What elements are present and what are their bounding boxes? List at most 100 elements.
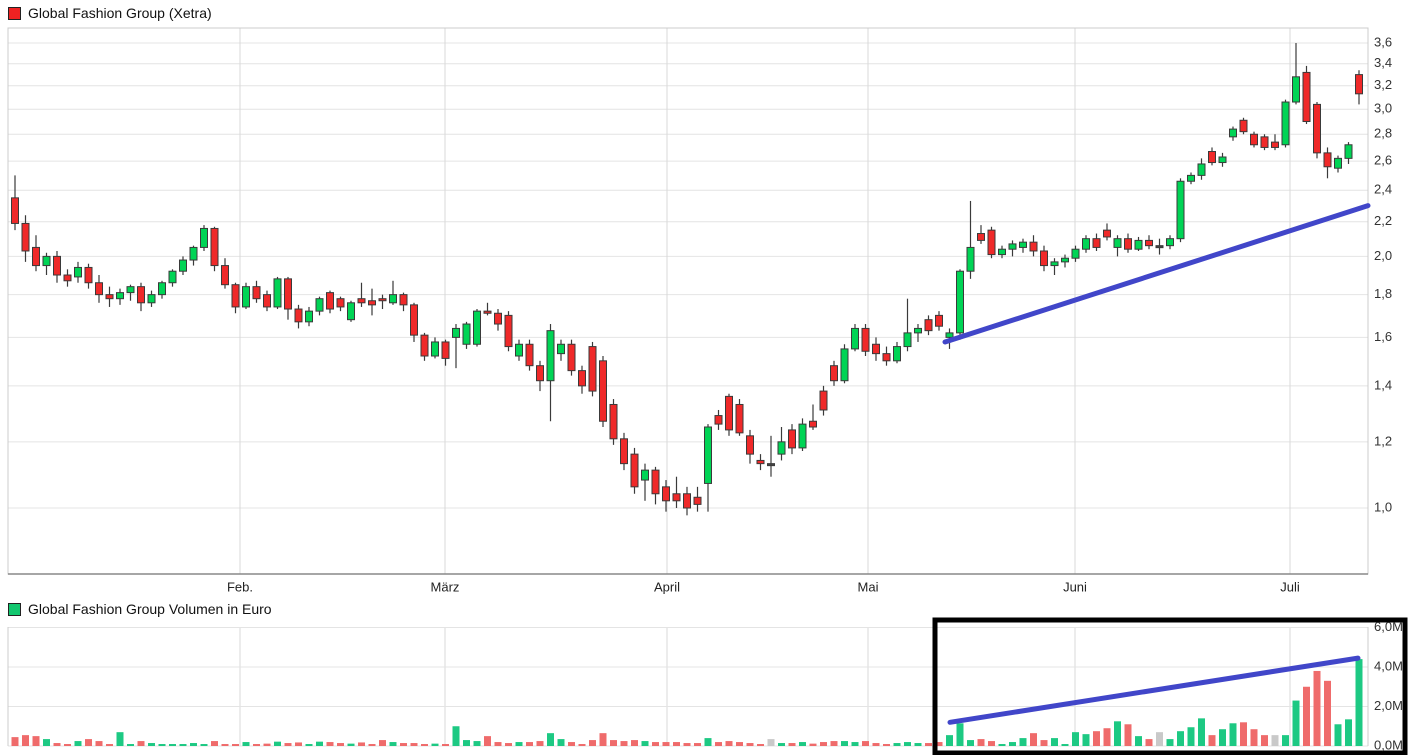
month-label: Juni: [1063, 579, 1087, 594]
volume-bar: [557, 739, 565, 746]
candle-body: [1187, 174, 1195, 182]
candle-body: [1197, 163, 1206, 176]
candle-body: [368, 300, 376, 306]
volume-bar: [43, 739, 50, 746]
price-tick-label: 2,2: [1374, 213, 1392, 228]
volume-bar: [631, 740, 638, 746]
candle-body: [410, 304, 418, 336]
volume-bar: [200, 744, 208, 746]
volume-bar: [715, 742, 722, 746]
candle-body: [252, 286, 261, 300]
volume-bar: [85, 739, 92, 746]
volume-bar: [1271, 735, 1279, 746]
volume-bar: [946, 735, 953, 746]
candle-body: [315, 298, 324, 312]
volume-tick-label: 0,0M: [1374, 737, 1403, 752]
candle-body: [620, 438, 628, 465]
volume-bar: [967, 740, 974, 746]
candle-body: [746, 435, 754, 455]
volume-trendline: [947, 655, 1361, 725]
candle-body: [1292, 76, 1300, 103]
candle-body: [819, 390, 828, 411]
candle-body: [494, 312, 502, 325]
volume-bar: [883, 744, 890, 746]
volume-bar: [736, 742, 743, 746]
volume-bar: [799, 742, 806, 746]
volume-bar: [326, 742, 334, 746]
volume-bar: [473, 741, 481, 746]
volume-bar: [1334, 724, 1342, 746]
candle-body: [956, 270, 964, 334]
volume-bar: [694, 743, 701, 746]
volume-bar: [337, 743, 344, 746]
volume-bar: [1324, 680, 1331, 746]
volume-bar: [526, 742, 533, 746]
candle-body: [945, 332, 954, 338]
volume-bar: [274, 741, 281, 746]
candle-body: [84, 266, 93, 284]
candle-body: [1166, 238, 1174, 247]
volume-bar: [305, 744, 313, 746]
candle-body: [273, 278, 282, 308]
volume-bar: [116, 732, 124, 746]
candle-body: [1134, 239, 1143, 250]
candle-body: [441, 341, 450, 359]
volume-bar: [400, 743, 407, 746]
month-label: Feb.: [227, 579, 253, 594]
price-tick-label: 2,6: [1374, 153, 1392, 168]
volume-bar: [53, 743, 61, 746]
volume-bar: [830, 741, 838, 746]
candle-body: [452, 327, 460, 338]
candle-body: [336, 298, 345, 308]
volume-bar: [767, 739, 775, 746]
volume-bar: [998, 744, 1006, 746]
volume-bar: [1177, 731, 1184, 746]
volume-bar: [673, 742, 680, 746]
volume-tick-label: 6,0M: [1374, 619, 1403, 634]
volume-bars: [11, 659, 1363, 746]
volume-bar: [704, 738, 712, 746]
volume-tick-label: 2,0M: [1374, 698, 1403, 713]
candle-body: [1260, 136, 1269, 148]
month-label: Mai: [858, 579, 879, 594]
volume-bar: [778, 743, 785, 746]
candle-body: [693, 496, 702, 505]
candle-body: [557, 343, 565, 355]
volume-bar: [1114, 721, 1121, 746]
candle-body: [189, 246, 198, 261]
candle-body: [389, 294, 397, 304]
candle-body: [1071, 248, 1080, 259]
candle-body: [546, 330, 555, 382]
candle-body: [830, 365, 838, 382]
candle-body: [357, 298, 366, 304]
candle-body: [1103, 229, 1111, 238]
candle-body: [200, 227, 208, 248]
candle-body: [462, 323, 471, 345]
volume-bar: [1019, 738, 1027, 746]
volume-bar: [683, 743, 691, 746]
candle-body: [179, 259, 187, 272]
volume-bar: [295, 742, 302, 746]
candle-body: [840, 348, 849, 382]
candle-body: [1082, 238, 1090, 250]
volume-bar: [1292, 700, 1300, 746]
candle-body: [914, 327, 922, 334]
candle-body: [347, 302, 355, 321]
candle-body: [882, 353, 891, 362]
volume-bar: [1219, 729, 1226, 746]
candle-body: [1061, 257, 1069, 263]
candle-body: [399, 294, 408, 306]
volume-bar: [547, 733, 554, 746]
volume-bar: [452, 726, 460, 746]
volume-bar: [505, 743, 512, 746]
candle-body: [221, 265, 229, 286]
volume-bar: [1282, 735, 1289, 746]
volume-bar: [862, 741, 869, 746]
price-tick-label: 3,0: [1374, 101, 1392, 116]
volume-bar: [74, 741, 82, 746]
price-tick-label: 2,0: [1374, 248, 1392, 263]
candle-body: [987, 229, 996, 256]
volume-bar: [1187, 727, 1195, 746]
volume-bar: [221, 744, 229, 746]
candle-body: [1208, 151, 1216, 164]
